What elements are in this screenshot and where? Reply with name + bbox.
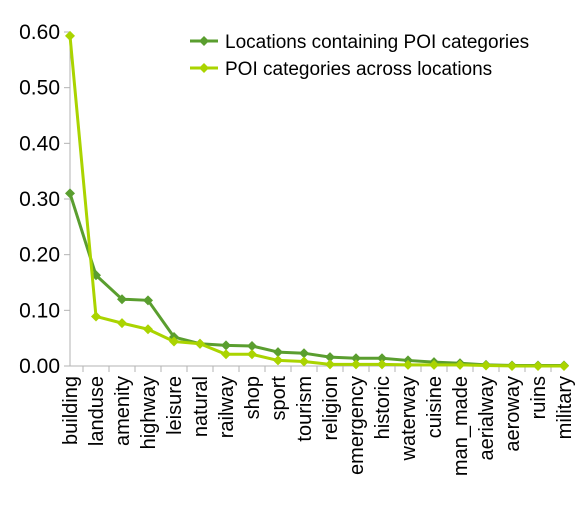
x-category-label: sport bbox=[268, 376, 290, 421]
y-tick-label: 0.50 bbox=[19, 77, 60, 100]
data-point-marker bbox=[559, 361, 569, 371]
x-category-label: emergency bbox=[346, 376, 368, 475]
x-category-label: landuse bbox=[86, 376, 108, 446]
series-layer bbox=[65, 30, 569, 371]
data-point-marker bbox=[117, 294, 127, 305]
legend-marker bbox=[199, 36, 209, 46]
y-tick-label: 0.10 bbox=[19, 299, 60, 322]
data-point-marker bbox=[273, 347, 283, 358]
y-tick-label: 0.60 bbox=[19, 21, 60, 44]
legend-label: POI categories across locations bbox=[225, 59, 492, 80]
x-category-label: highway bbox=[138, 376, 160, 449]
x-category-label: man_made bbox=[450, 376, 472, 476]
data-point-marker bbox=[351, 353, 361, 364]
data-point-marker bbox=[533, 361, 543, 371]
data-point-marker bbox=[299, 348, 309, 359]
data-point-marker bbox=[221, 340, 231, 351]
data-point-marker bbox=[143, 324, 153, 335]
data-point-marker bbox=[351, 359, 361, 370]
data-point-marker bbox=[377, 353, 387, 364]
legend-label: Locations containing POI categories bbox=[225, 32, 529, 53]
data-point-marker bbox=[247, 340, 257, 351]
data-point-marker bbox=[481, 360, 491, 371]
data-point-marker bbox=[325, 359, 335, 370]
y-tick-label: 0.00 bbox=[19, 355, 60, 378]
data-point-marker bbox=[221, 349, 231, 360]
y-axis: 0.00 0.10 0.20 0.30 0.40 0.50 0.60 bbox=[19, 21, 71, 378]
x-category-label: leisure bbox=[164, 376, 186, 435]
data-point-marker bbox=[143, 295, 153, 306]
legend-entry: POI categories across locations bbox=[190, 59, 492, 80]
x-category-label: natural bbox=[190, 376, 212, 437]
data-point-marker bbox=[507, 361, 517, 371]
y-tick-label: 0.20 bbox=[19, 244, 60, 267]
series-line bbox=[68, 35, 564, 368]
data-point-marker bbox=[429, 359, 439, 370]
x-category-label: religion bbox=[320, 376, 342, 440]
data-point-marker bbox=[247, 349, 257, 360]
data-point-marker bbox=[117, 318, 127, 329]
data-point-marker bbox=[91, 311, 101, 322]
legend: Locations containing POI categories POI c… bbox=[190, 32, 529, 80]
x-category-label: railway bbox=[216, 376, 238, 438]
data-point-marker bbox=[377, 359, 387, 370]
x-category-label: tourism bbox=[294, 376, 316, 442]
y-tick-label: 0.30 bbox=[19, 188, 60, 211]
x-category-label: ruins bbox=[528, 376, 550, 419]
data-point-marker bbox=[65, 188, 75, 199]
x-category-label: shop bbox=[242, 376, 264, 419]
x-category-label: aerialway bbox=[476, 376, 498, 460]
x-category-label: aeroway bbox=[502, 376, 524, 452]
series-2 bbox=[65, 30, 569, 371]
x-category-label: military bbox=[554, 376, 576, 439]
data-point-marker bbox=[325, 352, 335, 363]
data-point-marker bbox=[455, 359, 465, 370]
data-point-marker bbox=[273, 355, 283, 366]
legend-entry: Locations containing POI categories bbox=[190, 32, 529, 53]
x-category-label: building bbox=[60, 376, 82, 445]
data-point-marker bbox=[169, 336, 179, 347]
x-category-label: waterway bbox=[398, 376, 420, 461]
series-line bbox=[68, 192, 564, 367]
x-axis: building landuse amenity highway leisure natu… bbox=[60, 365, 576, 476]
y-tick-label: 0.40 bbox=[19, 132, 60, 155]
x-category-label: amenity bbox=[112, 376, 134, 446]
x-category-label: historic bbox=[372, 376, 394, 439]
legend-marker bbox=[199, 63, 209, 73]
data-point-marker bbox=[403, 359, 413, 370]
data-point-marker bbox=[65, 30, 75, 41]
x-category-label: cuisine bbox=[424, 376, 446, 438]
data-point-marker bbox=[195, 338, 205, 349]
data-point-marker bbox=[299, 356, 309, 367]
series-1 bbox=[65, 188, 569, 371]
